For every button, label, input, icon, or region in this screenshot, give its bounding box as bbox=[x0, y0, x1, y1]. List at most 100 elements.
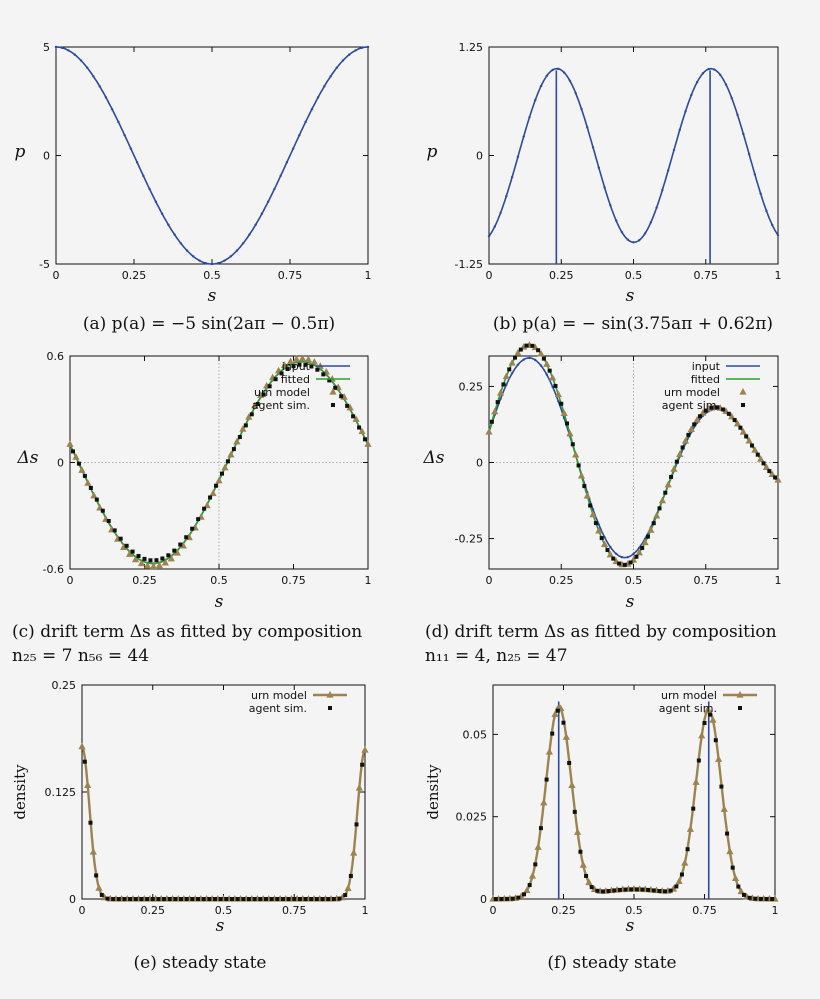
series-marker-agent-sim bbox=[617, 887, 622, 892]
series-marker-urn-model bbox=[560, 409, 568, 417]
series-point-input bbox=[742, 132, 745, 136]
x-tick-label: 1 bbox=[775, 269, 782, 282]
series-marker-agent-sim bbox=[657, 888, 662, 893]
x-tick-label: 1 bbox=[365, 269, 372, 282]
series-marker-urn-model bbox=[774, 476, 782, 483]
series-marker-urn-model bbox=[491, 407, 499, 415]
series-point-input bbox=[765, 209, 768, 213]
series-point-input bbox=[678, 128, 681, 132]
series-point-input bbox=[649, 221, 653, 224]
series-marker-agent-sim bbox=[207, 897, 212, 901]
y-tick-label: 0 bbox=[69, 893, 76, 906]
series-marker-urn-model bbox=[310, 358, 318, 365]
series-marker-agent-sim bbox=[337, 896, 342, 901]
series-marker-agent-sim bbox=[657, 506, 662, 511]
x-tick-label: 0.25 bbox=[551, 904, 576, 917]
legend-label: fitted bbox=[281, 373, 310, 386]
series-point-input bbox=[360, 46, 363, 50]
series-marker-agent-sim bbox=[214, 483, 219, 488]
x-tick-label: 0 bbox=[53, 269, 60, 282]
series-marker-urn-model bbox=[653, 511, 661, 519]
series-point-input bbox=[759, 192, 762, 195]
series-marker-agent-sim bbox=[88, 485, 93, 490]
legend-swatch-agent-sim bbox=[738, 706, 742, 710]
series-marker-urn-model bbox=[84, 781, 92, 789]
series-point-input bbox=[684, 110, 687, 113]
series-marker-agent-sim bbox=[348, 873, 353, 878]
series-point-input bbox=[638, 239, 641, 242]
series-marker-agent-sim bbox=[297, 897, 302, 901]
x-tick-label: 0.5 bbox=[625, 269, 643, 282]
series-marker-agent-sim bbox=[692, 422, 697, 427]
series-point-input bbox=[516, 155, 520, 159]
series-marker-agent-sim bbox=[651, 888, 656, 893]
series-marker-urn-model bbox=[90, 491, 98, 499]
series-point-input bbox=[160, 212, 164, 215]
series-point-input bbox=[117, 120, 120, 124]
series-marker-agent-sim bbox=[139, 897, 144, 901]
series-point-input bbox=[597, 523, 601, 526]
series-marker-urn-model bbox=[203, 501, 211, 509]
series-marker-agent-sim bbox=[593, 521, 598, 526]
series-marker-agent-sim bbox=[273, 377, 278, 382]
series-marker-agent-sim bbox=[696, 758, 701, 763]
series-point-input bbox=[92, 75, 95, 78]
series-marker-agent-sim bbox=[333, 385, 338, 390]
series-point-input bbox=[695, 81, 699, 84]
series-point-input bbox=[516, 363, 520, 366]
series-marker-agent-sim bbox=[758, 896, 763, 901]
series-point-input bbox=[620, 555, 624, 559]
x-tick-label: 0.5 bbox=[210, 574, 228, 587]
series-marker-agent-sim bbox=[686, 432, 691, 437]
series-marker-agent-sim bbox=[628, 560, 633, 565]
series-point-input bbox=[603, 536, 606, 539]
series-point-input bbox=[522, 358, 525, 361]
series-marker-agent-sim bbox=[94, 873, 99, 878]
series-point-input bbox=[505, 194, 508, 198]
series-point-input bbox=[609, 204, 612, 207]
series-point-input bbox=[539, 364, 543, 367]
series-marker-agent-sim bbox=[767, 469, 772, 474]
series-marker-agent-sim bbox=[202, 506, 207, 511]
series-marker-agent-sim bbox=[279, 371, 284, 376]
series-point-input bbox=[266, 200, 270, 203]
series-marker-urn-model bbox=[579, 861, 587, 868]
series-point-input bbox=[771, 223, 774, 227]
series-marker-urn-model bbox=[346, 403, 354, 411]
series-marker-agent-sim bbox=[184, 535, 189, 540]
series-marker-agent-sim bbox=[315, 367, 320, 372]
series-marker-agent-sim bbox=[622, 562, 627, 567]
series-marker-agent-sim bbox=[105, 896, 110, 901]
series-point-input bbox=[534, 98, 537, 102]
series-marker-agent-sim bbox=[589, 885, 594, 890]
series-marker-agent-sim bbox=[172, 548, 177, 553]
y-axis-label: Δs bbox=[422, 448, 444, 468]
series-marker-agent-sim bbox=[354, 822, 359, 827]
series-marker-agent-sim bbox=[261, 392, 266, 397]
series-point-input bbox=[672, 148, 676, 152]
series-point-input bbox=[724, 83, 728, 86]
series-marker-agent-sim bbox=[303, 897, 308, 901]
series-marker-agent-sim bbox=[747, 895, 752, 900]
x-tick-label: 1 bbox=[772, 904, 779, 917]
series-point-input bbox=[747, 152, 751, 156]
series-marker-agent-sim bbox=[173, 897, 178, 901]
series-marker-urn-model bbox=[534, 843, 542, 850]
series-marker-agent-sim bbox=[736, 884, 741, 889]
panel-caption-line: n₁₁ = 4, n₂₅ = 47 bbox=[425, 646, 568, 666]
series-point-input bbox=[260, 212, 264, 215]
series-marker-agent-sim bbox=[547, 368, 552, 373]
series-marker-urn-model bbox=[155, 561, 163, 569]
series-marker-urn-model bbox=[137, 559, 146, 567]
series-marker-urn-model bbox=[485, 428, 493, 435]
series-marker-agent-sim bbox=[709, 405, 714, 410]
series-point-input bbox=[591, 146, 595, 149]
series-marker-agent-sim bbox=[190, 897, 195, 901]
series-point-input bbox=[545, 74, 548, 78]
series-marker-urn-model bbox=[664, 480, 672, 488]
series-marker-agent-sim bbox=[218, 897, 223, 901]
series-point-input bbox=[273, 187, 276, 191]
series-marker-urn-model bbox=[737, 887, 745, 895]
legend-swatch-agent-sim bbox=[331, 403, 335, 407]
series-point-input bbox=[701, 72, 705, 75]
